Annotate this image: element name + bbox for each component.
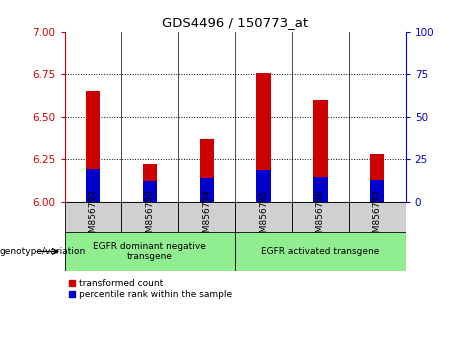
Bar (65, 232, 235, 271)
Bar (292, 202, 349, 232)
Bar (313, 100, 327, 202)
Text: GSM856796: GSM856796 (316, 189, 325, 244)
Bar (313, 177, 327, 202)
Bar (143, 164, 157, 202)
Text: GSM856797: GSM856797 (373, 189, 382, 244)
Text: EGFR activated transgene: EGFR activated transgene (261, 247, 379, 256)
Bar (178, 202, 235, 232)
Title: GDS4496 / 150773_at: GDS4496 / 150773_at (162, 16, 308, 29)
Bar (256, 73, 271, 202)
Text: EGFR dominant negative
transgene: EGFR dominant negative transgene (94, 242, 206, 261)
Legend: transformed count, percentile rank within the sample: transformed count, percentile rank withi… (69, 279, 232, 299)
Bar (370, 180, 384, 202)
Text: GSM856795: GSM856795 (259, 189, 268, 244)
Bar (349, 202, 406, 232)
Bar (86, 91, 100, 202)
Text: GSM856792: GSM856792 (89, 189, 97, 244)
Bar (200, 178, 214, 202)
Bar (235, 232, 406, 271)
Bar (200, 139, 214, 202)
Text: genotype/variation: genotype/variation (0, 247, 86, 256)
Bar (370, 154, 384, 202)
Bar (143, 181, 157, 202)
Bar (121, 202, 178, 232)
Bar (86, 170, 100, 202)
Bar (256, 170, 271, 202)
Text: GSM856793: GSM856793 (145, 189, 154, 244)
Text: GSM856794: GSM856794 (202, 189, 211, 244)
Bar (65, 202, 121, 232)
Bar (235, 202, 292, 232)
